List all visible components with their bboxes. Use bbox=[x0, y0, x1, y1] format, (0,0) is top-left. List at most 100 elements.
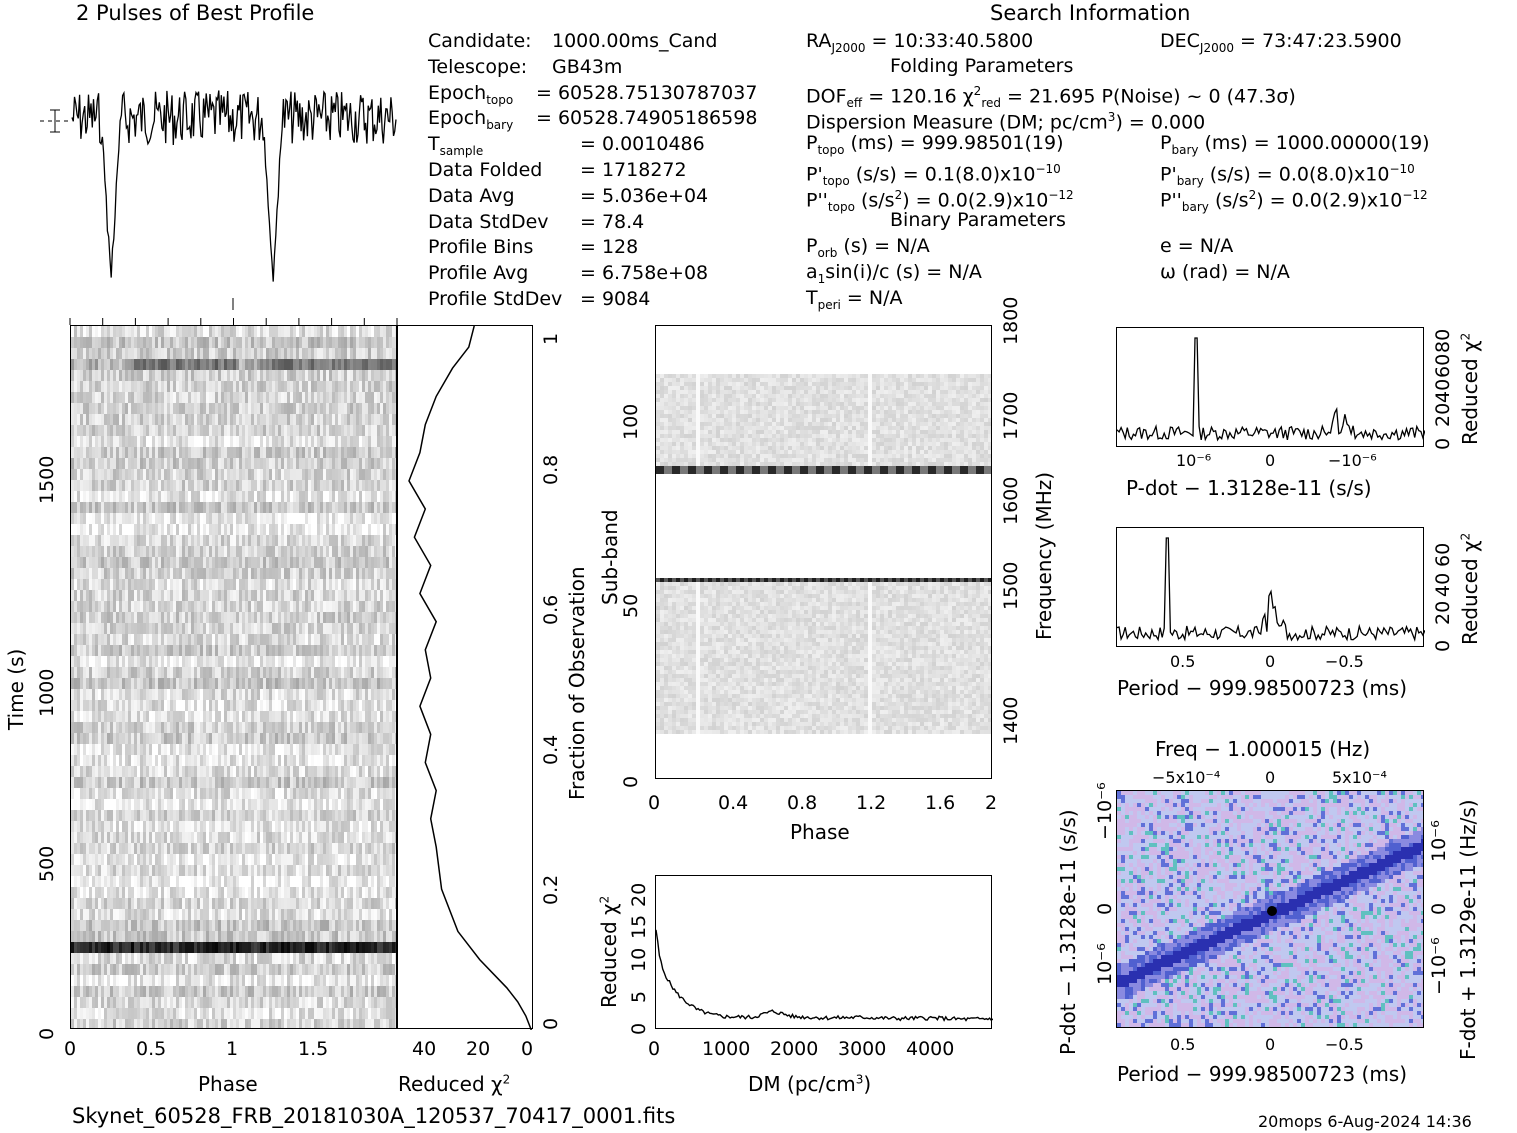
heatmap-cell bbox=[305, 810, 308, 821]
heatmap-cell bbox=[275, 898, 278, 909]
heatmap-cell bbox=[179, 634, 182, 645]
heatmap-cell bbox=[125, 689, 128, 700]
heatmap-cell bbox=[203, 766, 206, 777]
heatmap-cell bbox=[290, 590, 293, 601]
heatmap-cell bbox=[233, 821, 236, 832]
heatmap-cell bbox=[395, 931, 396, 942]
heatmap-cell bbox=[287, 535, 290, 546]
heatmap-cell bbox=[326, 931, 329, 942]
heatmap-cell bbox=[356, 854, 359, 865]
heatmap-cell bbox=[266, 865, 269, 876]
heatmap-cell bbox=[299, 810, 302, 821]
heatmap-cell bbox=[293, 865, 296, 876]
heatmap-cell bbox=[107, 788, 110, 799]
heatmap-cell bbox=[224, 997, 227, 1008]
heatmap-cell bbox=[116, 667, 119, 678]
heatmap-cell bbox=[287, 744, 290, 755]
heatmap-cell bbox=[167, 579, 170, 590]
heatmap-cell bbox=[353, 975, 356, 986]
heatmap-cell bbox=[236, 623, 239, 634]
heatmap-cell bbox=[353, 711, 356, 722]
heatmap-cell bbox=[95, 535, 98, 546]
heatmap-cell bbox=[188, 942, 191, 953]
heatmap-cell bbox=[212, 821, 215, 832]
heatmap-cell bbox=[209, 986, 212, 997]
heatmap-cell bbox=[86, 920, 89, 931]
heatmap-cell bbox=[194, 579, 197, 590]
heatmap-cell bbox=[161, 986, 164, 997]
heatmap-cell bbox=[281, 656, 284, 667]
heatmap-cell bbox=[242, 931, 245, 942]
heatmap-cell bbox=[74, 832, 77, 843]
heatmap-cell bbox=[89, 568, 92, 579]
heatmap-cell bbox=[305, 920, 308, 931]
heatmap-cell bbox=[383, 667, 386, 678]
heatmap-cell bbox=[131, 909, 134, 920]
heatmap-cell bbox=[323, 909, 326, 920]
heatmap-cell bbox=[350, 535, 353, 546]
heatmap-cell bbox=[263, 755, 266, 766]
heatmap-cell bbox=[389, 557, 392, 568]
info-value: = 0.0010486 bbox=[580, 133, 705, 156]
heatmap-cell bbox=[290, 733, 293, 744]
heatmap-cell bbox=[254, 678, 257, 689]
heatmap-cell bbox=[317, 568, 320, 579]
heatmap-cell bbox=[338, 711, 341, 722]
heatmap-cell bbox=[113, 821, 116, 832]
heatmap-cell bbox=[269, 854, 272, 865]
heatmap-cell bbox=[389, 755, 392, 766]
heatmap-cell bbox=[146, 865, 149, 876]
heatmap-cell bbox=[233, 931, 236, 942]
heatmap-cell bbox=[110, 920, 113, 931]
heatmap-cell bbox=[77, 634, 80, 645]
heatmap-cell bbox=[299, 953, 302, 964]
heatmap-cell bbox=[341, 667, 344, 678]
heatmap-cell bbox=[224, 623, 227, 634]
heatmap-cell bbox=[137, 678, 140, 689]
heatmap-cell bbox=[212, 612, 215, 623]
heatmap-cell bbox=[245, 601, 248, 612]
heatmap-cell bbox=[89, 733, 92, 744]
profile-trace bbox=[71, 90, 397, 282]
heatmap-cell bbox=[197, 898, 200, 909]
heatmap-cell bbox=[98, 986, 101, 997]
heatmap-cell bbox=[308, 711, 311, 722]
info-value: = 5.036e+04 bbox=[580, 184, 709, 207]
heatmap-cell bbox=[392, 1008, 395, 1019]
heatmap-cell bbox=[359, 799, 362, 810]
heatmap-cell bbox=[356, 623, 359, 634]
heatmap-cell bbox=[74, 986, 77, 997]
heatmap-cell bbox=[308, 568, 311, 579]
heatmap-cell bbox=[173, 568, 176, 579]
heatmap-cell bbox=[263, 579, 266, 590]
heatmap-cell bbox=[350, 733, 353, 744]
heatmap-cell bbox=[329, 953, 332, 964]
heatmap-cell bbox=[185, 920, 188, 931]
heatmap-cell bbox=[359, 722, 362, 733]
heatmap-cell bbox=[119, 722, 122, 733]
heatmap-cell bbox=[344, 689, 347, 700]
heatmap-cell bbox=[104, 1008, 107, 1019]
heatmap-cell bbox=[146, 678, 149, 689]
heatmap-cell bbox=[350, 579, 353, 590]
heatmap-cell bbox=[131, 667, 134, 678]
heatmap-cell bbox=[236, 1019, 239, 1028]
heatmap-cell bbox=[248, 590, 251, 601]
heatmap-cell bbox=[365, 788, 368, 799]
heatmap-cell bbox=[284, 634, 287, 645]
heatmap-cell bbox=[122, 777, 125, 788]
heatmap-cell bbox=[329, 854, 332, 865]
heatmap-cell bbox=[236, 865, 239, 876]
heatmap-cell bbox=[185, 634, 188, 645]
heatmap-cell bbox=[179, 535, 182, 546]
heatmap-cell bbox=[77, 832, 80, 843]
heatmap-cell bbox=[392, 711, 395, 722]
heatmap-cell bbox=[146, 711, 149, 722]
heatmap-cell bbox=[176, 832, 179, 843]
heatmap-cell bbox=[218, 755, 221, 766]
heatmap-cell bbox=[377, 843, 380, 854]
heatmap-cell bbox=[83, 876, 86, 887]
info-value: = 78.4 bbox=[580, 210, 645, 233]
heatmap-cell bbox=[365, 887, 368, 898]
heatmap-cell bbox=[86, 590, 89, 601]
